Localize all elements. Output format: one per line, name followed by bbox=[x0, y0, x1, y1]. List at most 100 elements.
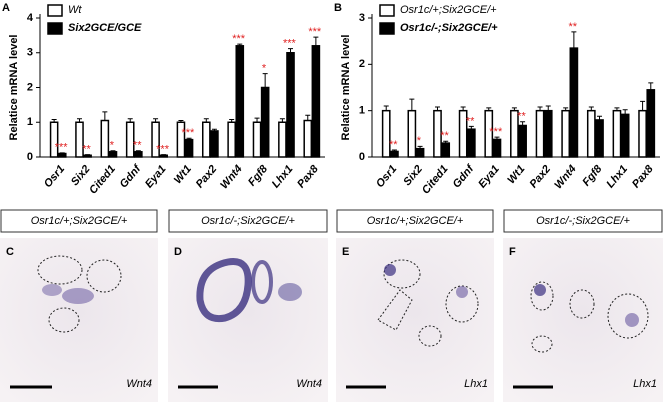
error-bar bbox=[237, 43, 243, 46]
error-bar bbox=[520, 121, 526, 126]
error-bar bbox=[494, 136, 500, 140]
significance: *** bbox=[182, 127, 196, 139]
genotype-box bbox=[503, 209, 663, 233]
legend-swatch bbox=[47, 22, 63, 35]
legend-label: Osr1c/+;Six2GCE/+ bbox=[400, 4, 497, 16]
error-bar bbox=[486, 107, 492, 111]
x-tick-label: Wnt4 bbox=[218, 163, 244, 191]
error-bar bbox=[51, 118, 57, 123]
genotype-box bbox=[0, 209, 158, 233]
bar bbox=[227, 121, 236, 158]
panel-label: E bbox=[342, 246, 349, 258]
bar bbox=[235, 45, 245, 158]
error-bar bbox=[511, 107, 517, 111]
stain bbox=[42, 284, 62, 296]
x-tick-label: Six2 bbox=[401, 163, 425, 188]
x-tick-label: Wt1 bbox=[172, 163, 194, 186]
significance: *** bbox=[55, 142, 69, 154]
outline bbox=[48, 307, 80, 333]
gene-label: Lhx1 bbox=[464, 378, 488, 390]
bar bbox=[100, 119, 110, 158]
stain bbox=[196, 258, 252, 323]
bar bbox=[286, 52, 295, 158]
micrograph bbox=[336, 238, 494, 402]
y-tick-label: 0 bbox=[359, 151, 365, 163]
error-bar bbox=[153, 118, 159, 123]
legend-label: Osr1c/-;Six2GCE/+ bbox=[400, 22, 498, 34]
gene-label: Wnt4 bbox=[296, 378, 322, 390]
stain bbox=[384, 264, 396, 276]
stain bbox=[625, 313, 639, 327]
x-tick-label: Fgf8 bbox=[246, 162, 271, 188]
significance: *** bbox=[283, 37, 297, 49]
bar bbox=[595, 119, 604, 158]
bar bbox=[638, 109, 647, 158]
error-bar bbox=[588, 106, 594, 111]
stain bbox=[456, 286, 468, 298]
error-bar bbox=[383, 105, 389, 111]
error-bar bbox=[391, 149, 397, 152]
x-tick-label: Osr1 bbox=[374, 163, 399, 190]
error-bar bbox=[203, 118, 209, 123]
legend-label: Six2GCE/GCE bbox=[68, 22, 142, 34]
y-tick-label: 0 bbox=[27, 151, 33, 163]
error-bar bbox=[571, 31, 577, 49]
genotype-box bbox=[168, 209, 328, 233]
panel-label: F bbox=[509, 246, 516, 258]
outline bbox=[37, 255, 83, 285]
error-bar bbox=[288, 48, 294, 53]
x-tick-label: Gdnf bbox=[451, 162, 478, 190]
bar bbox=[586, 109, 596, 158]
significance: ** bbox=[517, 111, 526, 123]
micrographs bbox=[0, 238, 663, 402]
error-bar bbox=[622, 109, 628, 115]
error-bar bbox=[262, 73, 268, 88]
bar bbox=[612, 109, 622, 158]
panel-label: C bbox=[6, 246, 14, 258]
x-tick-label: Pax2 bbox=[194, 163, 220, 190]
error-bar bbox=[135, 150, 141, 152]
error-bar bbox=[409, 98, 415, 111]
genotype-box bbox=[336, 209, 494, 233]
bar bbox=[210, 130, 219, 158]
y-tick-label: 3 bbox=[359, 12, 365, 24]
significance: ** bbox=[82, 143, 91, 155]
x-tick-label: Wt1 bbox=[505, 163, 527, 186]
panel-label: A bbox=[2, 2, 10, 14]
bar bbox=[543, 109, 553, 158]
error-bar bbox=[161, 154, 167, 156]
outline bbox=[418, 325, 442, 347]
error-bar bbox=[614, 107, 620, 111]
x-tick-label: Cited1 bbox=[420, 163, 451, 196]
legend-label: Wt bbox=[68, 4, 82, 16]
bar bbox=[83, 154, 92, 158]
significance: ** bbox=[440, 130, 449, 142]
error-bar bbox=[563, 107, 569, 111]
y-tick-label: 1 bbox=[27, 116, 33, 128]
error-bar bbox=[254, 117, 260, 123]
error-bar bbox=[434, 106, 440, 111]
bar bbox=[184, 138, 194, 158]
error-bar bbox=[640, 100, 646, 111]
legend-swatch bbox=[379, 4, 395, 17]
x-tick-label: Fgf8 bbox=[580, 162, 605, 188]
outline bbox=[445, 285, 479, 323]
x-tick-label: Pax2 bbox=[527, 163, 553, 190]
error-bar bbox=[443, 140, 449, 144]
bar bbox=[415, 147, 425, 158]
significance: ** bbox=[389, 139, 398, 151]
outline bbox=[383, 259, 421, 289]
error-bar bbox=[85, 154, 91, 156]
error-bar bbox=[597, 115, 603, 120]
significance: *** bbox=[308, 26, 322, 38]
y-tick-label: 2 bbox=[27, 81, 33, 93]
bar bbox=[390, 150, 399, 158]
error-bar bbox=[186, 137, 192, 140]
x-tick-label: Pax8 bbox=[630, 162, 656, 190]
significance: *** bbox=[232, 33, 246, 45]
error-bar bbox=[537, 106, 543, 111]
significance: * bbox=[110, 140, 115, 152]
significance: *** bbox=[489, 126, 503, 138]
y-tick-label: 4 bbox=[27, 12, 34, 24]
gene-label: Wnt4 bbox=[126, 378, 152, 390]
